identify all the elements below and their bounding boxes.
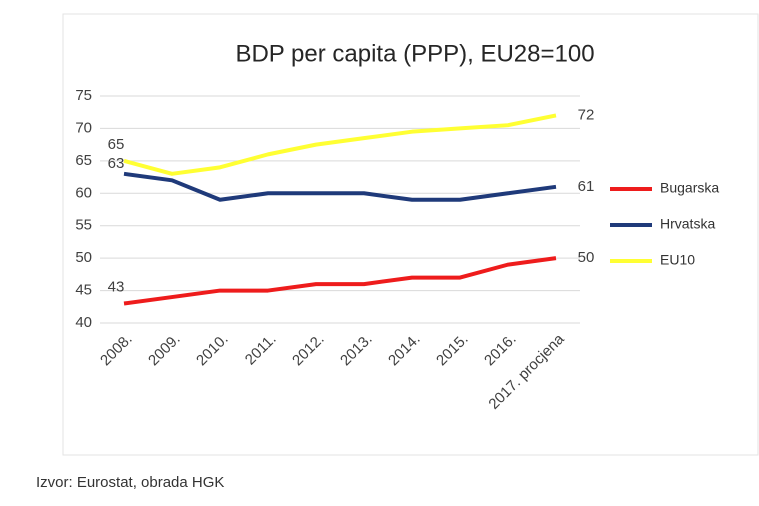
data-label: 61 <box>578 178 595 195</box>
data-label: 72 <box>578 106 595 123</box>
y-tick-label: 70 <box>75 119 92 136</box>
y-tick-label: 55 <box>75 217 92 234</box>
data-label: 50 <box>578 249 595 266</box>
data-label: 43 <box>108 279 125 296</box>
data-label: 63 <box>108 155 125 172</box>
legend-label: EU10 <box>660 252 695 268</box>
data-line <box>123 256 557 306</box>
y-tick-label: 65 <box>75 152 92 169</box>
data-line <box>123 113 557 176</box>
data-line <box>123 171 557 202</box>
y-tick-label: 40 <box>75 314 92 331</box>
y-tick-label: 45 <box>75 282 92 299</box>
y-tick-label: 75 <box>75 87 92 104</box>
legend-label: Hrvatska <box>660 216 715 232</box>
legend-label: Bugarska <box>660 180 719 196</box>
source-note: Izvor: Eurostat, obrada HGK <box>36 474 224 491</box>
y-tick-label: 50 <box>75 249 92 266</box>
data-label: 65 <box>108 136 125 153</box>
chart-frame <box>62 13 759 456</box>
chart-title: BDP per capita (PPP), EU28=100 <box>235 40 594 67</box>
y-tick-label: 60 <box>75 184 92 201</box>
